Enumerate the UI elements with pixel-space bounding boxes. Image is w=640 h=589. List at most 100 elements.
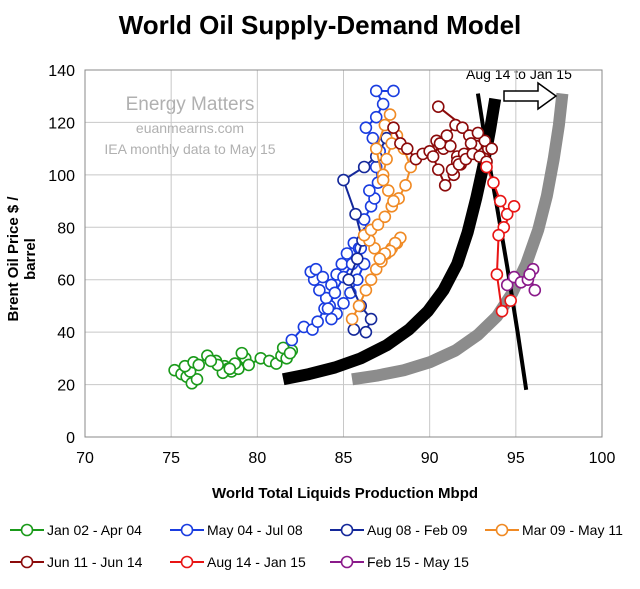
data-point — [500, 278, 514, 292]
x-tick-label: 100 — [589, 450, 616, 467]
data-point — [316, 270, 330, 284]
legend-label: Feb 15 - May 15 — [367, 554, 469, 570]
legend-item-aug14-jan15: Aug 14 - Jan 15 — [170, 554, 306, 570]
data-point — [433, 137, 447, 150]
data-point — [309, 262, 323, 276]
data-point — [378, 210, 392, 224]
data-point — [340, 247, 354, 260]
legend-swatch — [330, 555, 364, 569]
legend-label: Jan 02 - Apr 04 — [47, 522, 142, 538]
data-point — [528, 283, 542, 297]
legend-swatch — [170, 555, 204, 569]
x-tick-label: 85 — [335, 450, 353, 467]
data-point — [192, 358, 206, 372]
legend-label: Aug 08 - Feb 09 — [367, 522, 468, 538]
legend-swatch — [10, 555, 44, 569]
legend-item-jan02-apr04: Jan 02 - Apr 04 — [10, 522, 142, 538]
data-point — [285, 333, 299, 347]
watermark-title: Energy Matters — [125, 94, 255, 115]
data-point — [311, 315, 324, 328]
data-point — [345, 312, 359, 326]
data-point — [359, 325, 373, 339]
watermark-site: euanmearns.com — [135, 120, 245, 136]
legend-item-may04-jul08: May 04 - Jul 08 — [170, 522, 303, 538]
data-point — [494, 194, 507, 208]
data-point — [387, 84, 400, 98]
legend-label: Aug 14 - Jan 15 — [207, 554, 306, 570]
data-point — [359, 283, 373, 297]
plot-frame — [84, 69, 603, 438]
data-point — [480, 160, 493, 174]
x-tick-label: 75 — [162, 450, 180, 467]
data-point — [478, 134, 492, 148]
data-point — [471, 126, 485, 140]
data-point — [369, 142, 383, 155]
data-point — [283, 346, 297, 360]
x-tick-label: 70 — [76, 450, 94, 467]
data-point — [523, 268, 536, 281]
legend-item-jun11-jun14: Jun 11 - Jun 14 — [10, 554, 142, 570]
data-point — [350, 252, 364, 266]
data-point — [342, 273, 355, 287]
y-tick-label: 140 — [48, 63, 75, 80]
data-point — [204, 354, 218, 368]
data-point — [387, 194, 400, 208]
data-point — [376, 173, 390, 187]
data-point — [337, 173, 350, 187]
y-tick-label: 20 — [57, 378, 75, 395]
legend-label: May 04 - Jul 08 — [207, 522, 303, 538]
data-point — [321, 302, 335, 315]
data-point — [504, 294, 517, 307]
data-point — [400, 142, 414, 155]
data-point — [431, 163, 445, 176]
y-tick-label: 60 — [57, 273, 75, 290]
data-point — [507, 200, 521, 213]
data-point — [500, 207, 514, 221]
legend: Jan 02 - Apr 04 May 04 - Jul 08 Aug 08 -… — [0, 522, 640, 582]
legend-swatch — [485, 523, 519, 537]
data-point — [383, 108, 397, 121]
y-tick-label: 100 — [48, 168, 75, 185]
x-tick-label: 95 — [507, 450, 525, 467]
data-point — [363, 184, 376, 197]
chart-title: World Oil Supply-Demand Model — [118, 10, 522, 40]
data-point — [337, 297, 350, 310]
data-point — [369, 84, 383, 98]
data-point — [485, 142, 499, 155]
data-point — [373, 252, 386, 266]
data-point — [487, 176, 500, 190]
data-point — [235, 346, 249, 360]
data-point — [464, 137, 478, 150]
data-point — [440, 129, 454, 142]
data-point — [352, 299, 366, 313]
supply-curve — [282, 97, 502, 386]
watermark-source: IEA monthly data to May 15 — [104, 141, 276, 157]
legend-label: Mar 09 - May 11 — [522, 522, 623, 538]
right-arrow-icon — [503, 81, 558, 111]
data-point — [490, 268, 504, 281]
data-point — [335, 257, 349, 271]
data-point — [364, 273, 378, 287]
x-tick-label: 90 — [421, 450, 439, 467]
data-point — [223, 362, 237, 376]
data-point — [495, 304, 509, 318]
data-point — [328, 286, 342, 300]
supply-curve — [351, 92, 569, 386]
legend-item-feb15-may15: Feb 15 - May 15 — [330, 554, 469, 570]
data-point — [426, 150, 440, 163]
data-point — [382, 184, 395, 197]
data-point — [325, 312, 338, 326]
data-point — [359, 121, 373, 134]
data-point — [380, 152, 393, 166]
legend-label: Jun 11 - Jun 14 — [47, 554, 143, 570]
data-point — [431, 100, 445, 113]
data-point — [371, 218, 385, 231]
data-point — [366, 131, 380, 145]
data-point — [387, 121, 400, 134]
legend-item-aug08-feb09: Aug 08 - Feb 09 — [330, 522, 467, 538]
data-point — [313, 283, 326, 297]
legend-item-mar09-may11: Mar 09 - May 11 — [485, 522, 623, 538]
data-point — [357, 160, 371, 174]
